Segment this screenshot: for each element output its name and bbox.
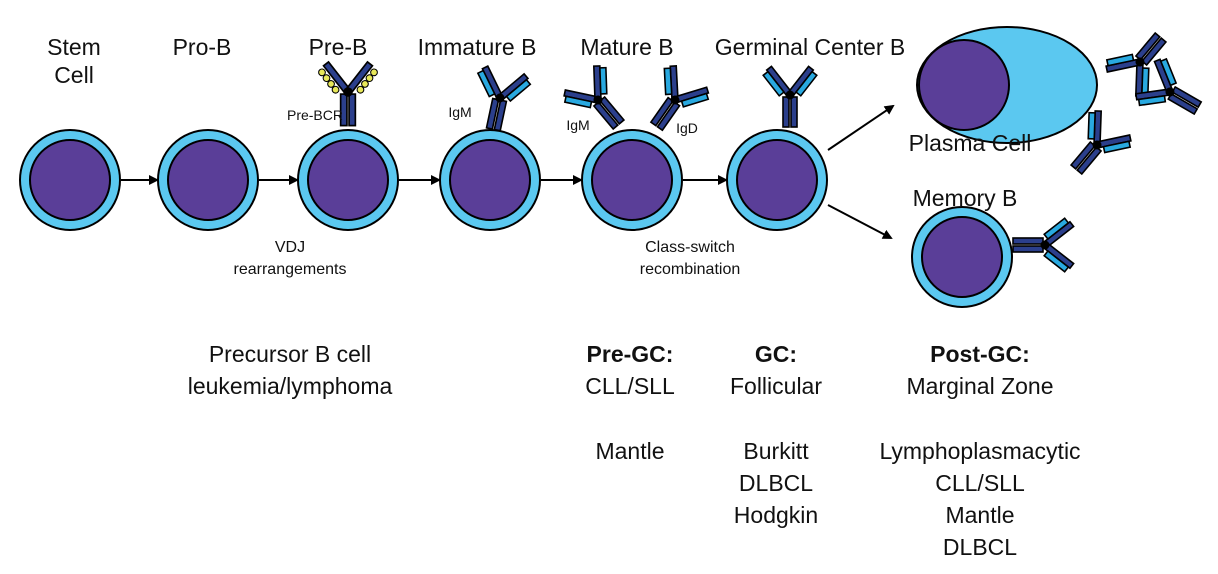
lymphoma-precursor: Precursor B cell leukemia/lymphoma bbox=[187, 341, 393, 400]
receptor-label-pre-bcr: Pre-BCR bbox=[286, 107, 343, 123]
cell-nucleus bbox=[736, 139, 818, 221]
arrows-layer bbox=[121, 104, 895, 239]
antibody-icon bbox=[762, 65, 818, 128]
antibody-icon bbox=[1012, 217, 1075, 273]
cell-nucleus bbox=[921, 216, 1003, 298]
receptor-label-igd-mature: IgD bbox=[676, 120, 698, 136]
antibody-icon bbox=[649, 65, 710, 132]
stage-label-stem-cell: Stem Cell bbox=[47, 34, 101, 88]
stem-cell-icon bbox=[19, 129, 121, 231]
stage-label-pre-b: Pre-B bbox=[308, 34, 368, 60]
stage-label-memory-b: Memory B bbox=[912, 185, 1018, 211]
antibody-icon bbox=[563, 65, 626, 131]
plasma-cell-icon bbox=[916, 26, 1098, 144]
cell-nucleus bbox=[918, 39, 1010, 131]
stage-label-germinal-center-b: Germinal Center B bbox=[714, 34, 906, 60]
process-label-vdj: VDJ rearrangements bbox=[233, 239, 347, 278]
stage-label-pro-b: Pro-B bbox=[172, 34, 232, 60]
lymphoma-gc-items: Follicular Burkitt DLBCL Hodgkin bbox=[729, 373, 823, 528]
antibody-icon bbox=[476, 65, 532, 132]
lymphoma-gc-title: GC: bbox=[754, 341, 798, 367]
antibody-icon bbox=[1069, 110, 1132, 176]
lymphoma-pre-gc: Pre-GC: CLL/SLL Mantle bbox=[560, 338, 700, 467]
arrow-icon bbox=[827, 104, 895, 151]
immature-b-cell-icon bbox=[439, 129, 541, 231]
stage-label-mature-b: Mature B bbox=[580, 34, 674, 60]
cells-layer bbox=[19, 26, 1098, 308]
antibody-icon bbox=[318, 60, 378, 127]
pre-b-cell-icon bbox=[297, 129, 399, 231]
lymphoma-post-gc-title: Post-GC: bbox=[930, 341, 1030, 367]
receptor-label-igm-mature: IgM bbox=[566, 117, 590, 133]
cell-nucleus bbox=[449, 139, 531, 221]
germinal-center-b-cell-icon bbox=[726, 129, 828, 231]
antibody-icon bbox=[1135, 57, 1203, 116]
lymphoma-gc: GC: Follicular Burkitt DLBCL Hodgkin bbox=[706, 338, 846, 531]
receptor-label-igm-immature: IgM bbox=[448, 104, 472, 120]
lymphoma-post-gc: Post-GC: Marginal Zone Lymphoplasmacytic C… bbox=[850, 338, 1110, 563]
antibody-layer bbox=[318, 31, 1203, 273]
lymphoma-post-gc-items: Marginal Zone Lymphoplasmacytic CLL/SLL Man… bbox=[879, 373, 1081, 561]
memory-b-cell-icon bbox=[911, 206, 1013, 308]
cell-nucleus bbox=[591, 139, 673, 221]
stage-label-plasma-cell: Plasma Cell bbox=[908, 130, 1032, 156]
lymphoma-pre-gc-items: CLL/SLL Mantle bbox=[585, 373, 675, 464]
cell-nucleus bbox=[167, 139, 249, 221]
cell-nucleus bbox=[29, 139, 111, 221]
process-label-class-switch: Class-switch recombination bbox=[639, 239, 741, 278]
lymphoma-pre-gc-title: Pre-GC: bbox=[586, 341, 674, 367]
stage-label-immature-b: Immature B bbox=[417, 34, 537, 60]
pro-b-cell-icon bbox=[157, 129, 259, 231]
mature-b-cell-icon bbox=[581, 129, 683, 231]
cell-nucleus bbox=[307, 139, 389, 221]
antibody-icon bbox=[1105, 31, 1168, 97]
arrow-icon bbox=[827, 204, 893, 239]
